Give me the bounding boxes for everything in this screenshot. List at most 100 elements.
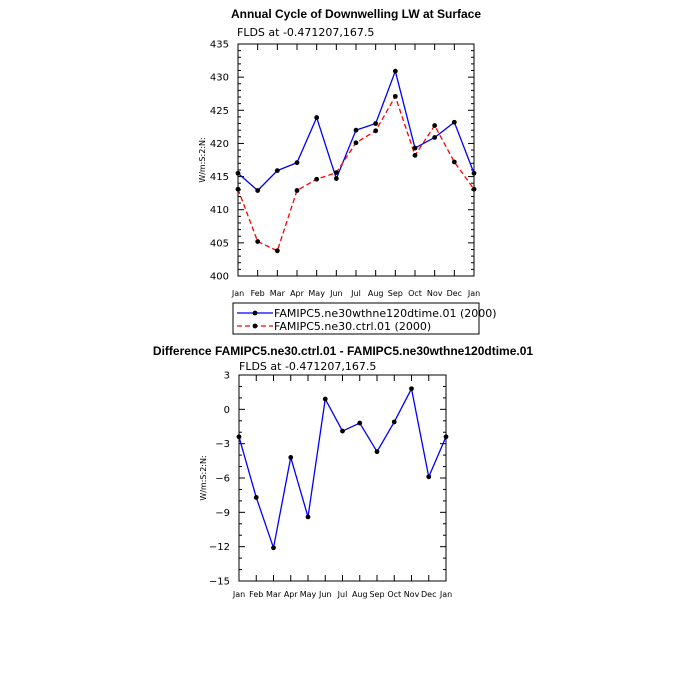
legend-marker-series-2	[252, 323, 258, 329]
x-tick-label: Jul	[337, 590, 348, 599]
data-point-series-1	[373, 121, 379, 126]
x-tick-label: Apr	[284, 590, 299, 599]
data-point-series-1	[432, 135, 438, 140]
chart2-subtitle: FLDS at -0.471207,167.5	[239, 360, 376, 373]
chart1-series	[235, 68, 477, 254]
data-point-series-1	[443, 434, 449, 440]
x-tick-label: Jun	[329, 289, 343, 298]
chart2-y-axis: −15 −12 −9 −6 −3 0 3	[209, 371, 446, 588]
legend-label-series-1: FAMIPC5.ne30wthne120dtime.01 (2000)	[274, 307, 497, 320]
y-tick-label: 415	[210, 172, 229, 183]
data-point-series-1	[357, 420, 363, 426]
y-tick-label: 420	[210, 139, 229, 150]
x-tick-label: Apr	[290, 289, 305, 298]
x-tick-label: Mar	[270, 289, 286, 298]
chart-difference: Difference FAMIPC5.ne30.ctrl.01 - FAMIPC…	[153, 344, 533, 599]
data-point-series-1	[236, 434, 242, 440]
data-point-series-2	[353, 140, 359, 146]
data-point-series-1	[274, 168, 280, 174]
x-tick-label: Nov	[427, 289, 443, 298]
y-tick-label: 425	[210, 106, 229, 117]
x-tick-label: Mar	[266, 590, 282, 599]
data-point-series-1	[353, 127, 359, 133]
data-point-series-2	[235, 186, 241, 192]
data-point-series-2	[412, 152, 418, 158]
x-tick-label: Dec	[421, 590, 436, 599]
x-tick-label: Jan	[467, 289, 480, 298]
x-tick-label: May	[308, 289, 325, 298]
y-tick-label: 435	[210, 40, 229, 51]
y-tick-label: −15	[209, 577, 230, 588]
y-tick-label: −3	[215, 439, 230, 450]
data-point-series-1	[288, 455, 294, 460]
x-tick-label: Oct	[387, 590, 401, 599]
data-point-series-1	[340, 428, 345, 434]
data-point-series-2	[333, 170, 339, 175]
y-tick-label: 0	[224, 405, 230, 416]
data-point-series-2	[432, 123, 438, 128]
x-tick-label: Dec	[447, 289, 462, 298]
x-tick-label: Sep	[369, 590, 384, 599]
legend-label-series-2: FAMIPC5.ne30.ctrl.01 (2000)	[274, 320, 431, 333]
data-point-series-2	[255, 239, 261, 244]
data-point-series-1	[392, 68, 398, 74]
data-point-series-1	[451, 119, 457, 125]
data-point-series-2	[274, 248, 280, 254]
x-tick-label: Feb	[251, 289, 265, 298]
data-point-series-1	[235, 170, 241, 176]
chart1-x-axis: Jan Feb Mar Apr May Jun Jul Aug Sep Oct Nov Dec Jan	[231, 44, 480, 298]
y-tick-label: −6	[215, 474, 230, 485]
x-tick-label: Nov	[404, 590, 420, 599]
y-tick-label: 400	[210, 272, 229, 283]
data-point-series-1	[314, 115, 320, 120]
data-point-series-1	[374, 449, 380, 455]
chart1-y-axis: 400 405 410 415 420 425 430 435	[210, 40, 474, 283]
data-point-series-1	[426, 474, 432, 480]
data-point-series-1	[294, 160, 300, 166]
data-point-series-1	[412, 145, 418, 151]
x-tick-label: Aug	[368, 289, 384, 298]
chart-annual-cycle: Annual Cycle of Downwelling LW at Surfac…	[198, 7, 497, 335]
data-point-series-1	[305, 514, 311, 520]
x-tick-label: Jan	[232, 590, 245, 599]
y-tick-label: −12	[209, 542, 230, 553]
data-point-series-1	[391, 419, 397, 425]
legend-frame	[232, 302, 480, 335]
data-point-series-1	[333, 176, 339, 181]
y-tick-label: 3	[224, 371, 230, 382]
x-tick-label: Jun	[318, 590, 332, 599]
data-point-series-1	[255, 188, 261, 193]
chart2-x-axis: Jan Feb Mar Apr May Jun Jul Aug Sep Oct Nov Dec Jan	[232, 375, 452, 599]
data-point-series-1	[471, 170, 477, 176]
legend-marker-series-1	[252, 310, 258, 316]
chart2-series	[236, 386, 449, 551]
chart1-subtitle: FLDS at -0.471207,167.5	[237, 26, 374, 39]
chart2-y-label: W/m:S:2:N:	[199, 455, 208, 500]
data-point-series-1	[253, 495, 259, 500]
chart2-title: Difference FAMIPC5.ne30.ctrl.01 - FAMIPC…	[153, 344, 533, 358]
chart1-legend: FAMIPC5.ne30wthne120dtime.01 (2000) FAMI…	[232, 302, 497, 335]
x-tick-label: Jan	[231, 289, 244, 298]
data-point-series-2	[392, 93, 398, 99]
x-tick-label: Jul	[350, 289, 361, 298]
x-tick-label: May	[300, 590, 317, 599]
y-tick-label: 405	[210, 238, 229, 249]
chart1-title: Annual Cycle of Downwelling LW at Surfac…	[231, 7, 481, 21]
data-point-series-1	[271, 545, 276, 551]
x-tick-label: Jan	[439, 590, 452, 599]
x-tick-label: Aug	[352, 590, 368, 599]
y-tick-label: 410	[210, 205, 229, 216]
data-point-series-2	[471, 186, 477, 192]
series-line-1	[238, 388, 447, 549]
chart1-plot-frame	[237, 43, 475, 277]
y-tick-label: 430	[210, 73, 229, 84]
data-point-series-1	[322, 396, 328, 402]
x-tick-label: Oct	[408, 289, 422, 298]
x-tick-label: Feb	[249, 590, 263, 599]
series-line-2	[237, 95, 475, 252]
chart1-y-label: W/m:S:2:N:	[198, 137, 207, 182]
data-point-series-2	[451, 159, 457, 165]
data-point-series-2	[314, 176, 320, 182]
x-tick-label: Sep	[388, 289, 403, 298]
